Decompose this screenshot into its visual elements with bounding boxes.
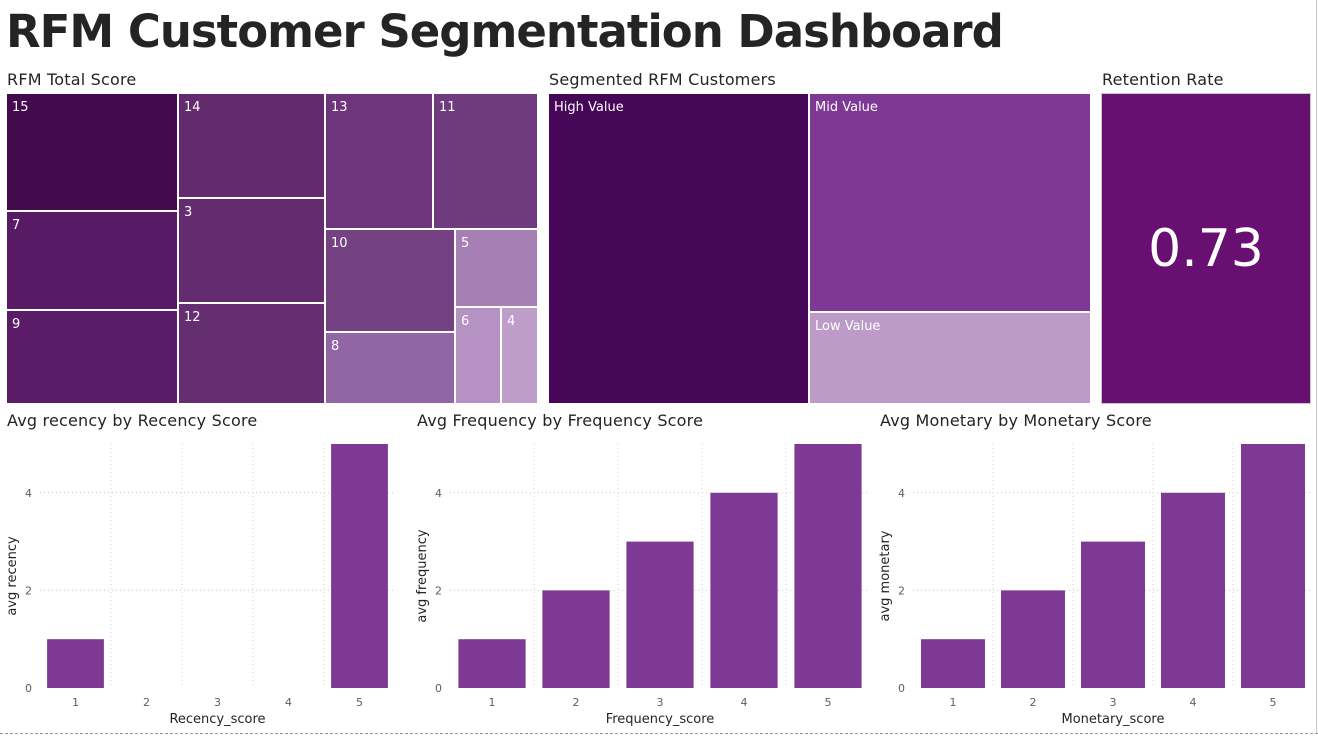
treemap-tile-14[interactable]: 14 (178, 93, 325, 198)
frequency-x-tick-label: 1 (489, 696, 496, 709)
frequency-x-tick-label: 4 (741, 696, 748, 709)
frequency-y-tick-label: 4 (435, 487, 442, 500)
recency-x-tick-label: 4 (285, 696, 292, 709)
monetary-y-tick-label: 4 (898, 487, 905, 500)
treemap-tile-15[interactable]: 15 (6, 93, 178, 211)
retention-rate-card: 0.73 (1101, 93, 1311, 404)
recency-x-axis-title: Recency_score (169, 712, 265, 727)
treemap-tile-label: Low Value (815, 319, 881, 334)
treemap-tile-label: 9 (12, 317, 21, 332)
recency-x-tick-label: 2 (143, 696, 150, 709)
total-score-treemap-title: RFM Total Score (7, 70, 137, 89)
treemap-tile-label: 6 (461, 314, 470, 329)
frequency-bar-5[interactable] (794, 444, 862, 688)
monetary-bar-5[interactable] (1241, 444, 1305, 688)
frequency-bar-chart: 0 2 4 1 2 3 4 5 Frequency_score avg frequency (415, 444, 870, 727)
treemap-tile-8[interactable]: 8 (325, 332, 455, 404)
retention-rate-title: Retention Rate (1102, 70, 1224, 89)
treemap-tile-label: 3 (184, 205, 193, 220)
treemap-tile-label: 8 (331, 339, 340, 354)
treemap-tile-mid-value[interactable]: Mid Value (809, 93, 1091, 312)
monetary-bar-1[interactable] (921, 639, 985, 688)
recency-x-tick-label: 3 (214, 696, 221, 709)
recency-x-tick-label: 1 (72, 696, 79, 709)
monetary-bar-3[interactable] (1081, 541, 1145, 688)
treemap-tile-label: 13 (331, 100, 348, 115)
treemap-tile-13[interactable]: 13 (325, 93, 433, 229)
frequency-chart-title: Avg Frequency by Frequency Score (417, 411, 704, 430)
treemap-tile-label: 12 (184, 310, 201, 325)
monetary-y-axis-title: avg monetary (878, 530, 893, 621)
monetary-bar-4[interactable] (1161, 492, 1225, 688)
monetary-x-tick-label: 3 (1110, 696, 1117, 709)
monetary-x-axis-title: Monetary_score (1062, 712, 1165, 727)
recency-bar-chart: 0 2 4 1 2 3 4 5 Recency_score avg recency (5, 444, 395, 727)
treemap-tile-label: 14 (184, 100, 201, 115)
frequency-bar-3[interactable] (626, 541, 694, 688)
monetary-x-tick-label: 5 (1270, 696, 1277, 709)
monetary-bar-chart: 0 2 4 1 2 3 4 5 Monetary_score avg monetary (878, 444, 1313, 727)
recency-bar-1[interactable] (47, 639, 104, 688)
frequency-x-tick-label: 5 (825, 696, 832, 709)
frequency-bar-4[interactable] (710, 492, 778, 688)
monetary-x-tick-label: 2 (1030, 696, 1037, 709)
treemap-tile-6[interactable]: 6 (455, 307, 501, 404)
frequency-x-tick-label: 2 (573, 696, 580, 709)
recency-y-tick-label: 2 (25, 584, 32, 597)
recency-chart-title: Avg recency by Recency Score (7, 411, 258, 430)
treemap-tile-label: 5 (461, 236, 470, 251)
treemap-tile-label: 7 (12, 218, 21, 233)
treemap-tile-low-value[interactable]: Low Value (809, 312, 1091, 404)
monetary-bar-2[interactable] (1001, 590, 1065, 688)
treemap-tile-label: 4 (507, 314, 516, 329)
treemap-tile-label: Mid Value (815, 100, 878, 115)
treemap-tile-label: 15 (12, 100, 29, 115)
treemap-tile-4[interactable]: 4 (501, 307, 538, 404)
monetary-chart-title: Avg Monetary by Monetary Score (880, 411, 1152, 430)
frequency-y-tick-label: 0 (435, 682, 442, 695)
monetary-x-tick-label: 4 (1190, 696, 1197, 709)
frequency-bar-1[interactable] (458, 639, 526, 688)
treemap-tile-label: High Value (554, 100, 624, 115)
recency-x-tick-label: 5 (356, 696, 363, 709)
retention-rate-value: 0.73 (1148, 218, 1264, 279)
frequency-x-tick-label: 3 (657, 696, 664, 709)
treemap-tile-9[interactable]: 9 (6, 310, 178, 404)
treemap-tile-label: 11 (439, 100, 456, 115)
frequency-bar-2[interactable] (542, 590, 610, 688)
treemap-tile-7[interactable]: 7 (6, 211, 178, 310)
page-right-border (1316, 0, 1317, 734)
treemap-tile-11[interactable]: 11 (433, 93, 538, 229)
monetary-x-tick-label: 1 (950, 696, 957, 709)
frequency-x-axis-title: Frequency_score (606, 712, 715, 727)
treemap-tile-3[interactable]: 3 (178, 198, 325, 303)
page-title: RFM Customer Segmentation Dashboard (6, 5, 1004, 58)
treemap-tile-12[interactable]: 12 (178, 303, 325, 404)
recency-y-axis-title: avg recency (5, 536, 20, 616)
frequency-y-tick-label: 2 (435, 584, 442, 597)
recency-y-tick-label: 4 (25, 487, 32, 500)
recency-bar-5[interactable] (331, 444, 388, 688)
treemap-tile-10[interactable]: 10 (325, 229, 455, 332)
page-bottom-border (0, 733, 1318, 734)
treemap-tile-high-value[interactable]: High Value (548, 93, 809, 404)
total-score-treemap: 15 7 9 14 3 12 13 11 10 8 5 6 4 (6, 93, 538, 404)
monetary-y-tick-label: 0 (898, 682, 905, 695)
treemap-tile-label: 10 (331, 236, 348, 251)
monetary-y-tick-label: 2 (898, 584, 905, 597)
frequency-y-axis-title: avg frequency (415, 529, 430, 623)
segment-treemap: High Value Mid Value Low Value (548, 93, 1091, 404)
treemap-tile-5[interactable]: 5 (455, 229, 538, 307)
recency-y-tick-label: 0 (25, 682, 32, 695)
segment-treemap-title: Segmented RFM Customers (549, 70, 776, 89)
